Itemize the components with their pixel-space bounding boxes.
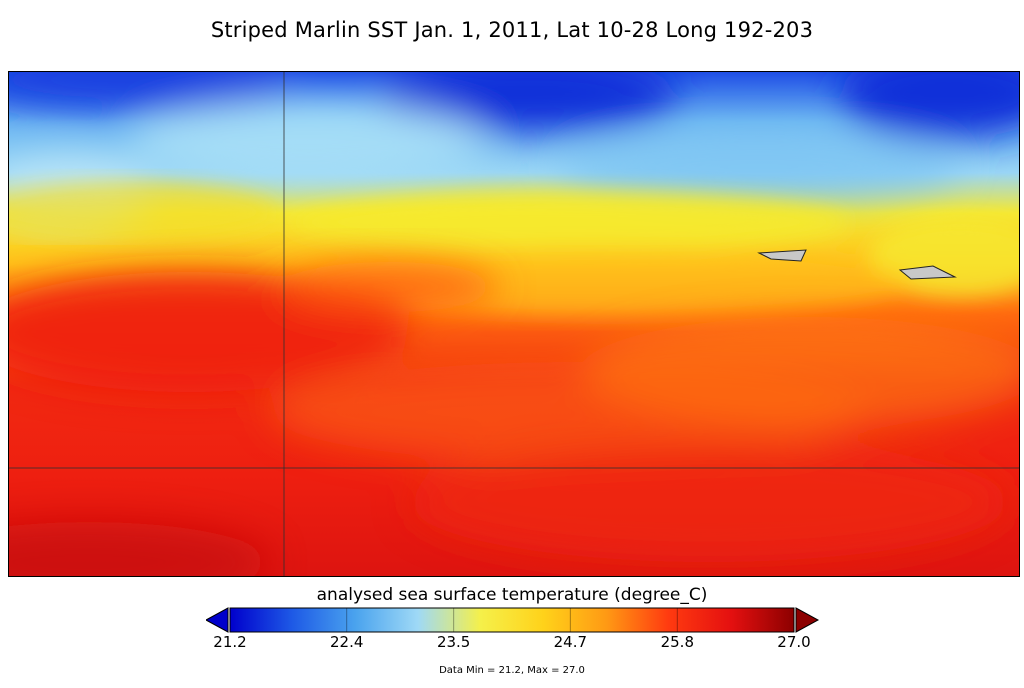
sst-map[interactable]: [8, 71, 1020, 577]
colorbar-gradient: [229, 607, 795, 633]
island-shape: [757, 249, 807, 262]
island-shape: [898, 265, 957, 280]
colorbar: [206, 607, 820, 633]
chart-title: Striped Marlin SST Jan. 1, 2011, Lat 10-…: [210, 18, 814, 42]
colorbar-tick-label: 24.7: [553, 633, 588, 651]
colorbar-tick-label: 27.0: [777, 633, 811, 651]
sst-field: [9, 72, 1019, 576]
colorbar-low-arrow: [206, 607, 229, 633]
colorbar-tick-label: 25.8: [660, 633, 694, 651]
colorbar-tick-label: 21.2: [213, 633, 247, 651]
colorbar-high-arrow: [795, 607, 820, 633]
data-range-note: Data Min = 21.2, Max = 27.0: [439, 665, 585, 676]
colorbar-title: analysed sea surface temperature (degree…: [316, 585, 708, 605]
colorbar-tick-label: 22.4: [329, 633, 364, 651]
colorbar-tick-label: 23.5: [436, 633, 471, 651]
